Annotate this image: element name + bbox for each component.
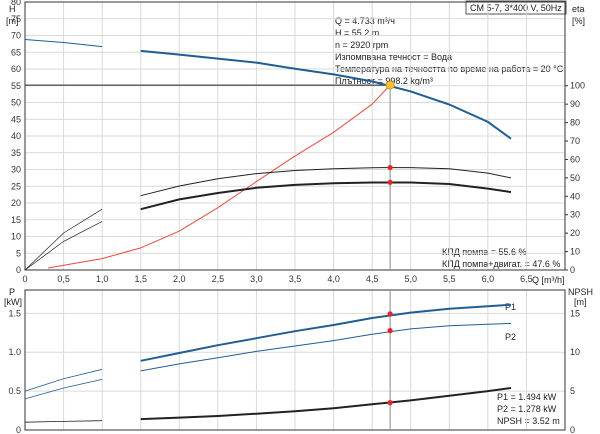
power-info: P1 = 1.494 kW P2 = 1.278 kW NPSH = 3.52 …	[497, 392, 560, 426]
info-speed: n = 2920 rpm	[335, 40, 388, 50]
efficiency-info: КПД помпа = 55.6 % КПД помпа+двигат. = 4…	[442, 247, 560, 269]
y-right-tick-label: 30	[570, 210, 580, 220]
power-tick-label: 0	[16, 425, 21, 434]
y-left-tick-label: 15	[11, 215, 21, 225]
y-left-tick-label: 45	[11, 114, 21, 124]
x-tick-label: 6,0	[482, 274, 495, 284]
eta-pump-marker	[387, 164, 393, 171]
series-p1	[140, 303, 512, 362]
series-p1-thin	[24, 368, 103, 392]
info-head: H = 55.2 m	[335, 28, 379, 38]
npsh-tick-label: 5	[570, 386, 575, 396]
y-left-tick-label: 10	[11, 232, 21, 242]
y-right-tick-label: 80	[570, 118, 580, 128]
y-axis-label-eta: eta	[572, 4, 585, 14]
top-plot-frame	[24, 1, 566, 271]
power-tick-label: 0.5	[8, 386, 21, 396]
system-curve	[48, 84, 391, 269]
x-axis-label: Q [m³/h]	[532, 275, 565, 285]
y-right-tick-label: 20	[570, 228, 580, 238]
power-tick-label: 1.5	[8, 308, 21, 318]
x-tick-label: 6,5	[520, 274, 533, 284]
eta-total-curve-thin	[24, 221, 103, 271]
y-left-tick-label: 70	[11, 31, 21, 41]
x-tick-label: 2,5	[212, 274, 225, 284]
x-tick-label: 4,0	[327, 274, 340, 284]
npsh-tick-label: 15	[570, 308, 580, 318]
info-flow: Q = 4.733 m³/ч	[335, 16, 395, 26]
y-right-tick-label: 50	[570, 173, 580, 183]
x-tick-label: 3,5	[289, 274, 302, 284]
y-left-tick-label: 60	[11, 64, 21, 74]
y-left-tick-label: 75	[11, 14, 21, 24]
p1-marker	[387, 311, 393, 317]
y-right-tick-label: 70	[570, 136, 580, 146]
eta-pump-curve	[140, 167, 512, 197]
npsh-tick-label: 0	[570, 425, 575, 434]
x-tick-label: 4,5	[366, 274, 379, 284]
chart-title: CM 5-7, 3*400 V, 50Hz	[470, 3, 562, 13]
series-npsh-thin	[24, 420, 103, 423]
y-left-tick-label: 25	[11, 181, 21, 191]
operating-point-marker	[385, 80, 395, 90]
y-right-tick-label: 60	[570, 154, 580, 164]
y-left-tick-label: 30	[11, 165, 21, 175]
y-right-tick-label: 10	[570, 247, 580, 257]
y-left-tick-label: 0	[16, 265, 21, 275]
x-tick-label: 0	[22, 274, 27, 284]
legend-p1: P1	[505, 302, 516, 312]
y-right-tick-label: 0	[570, 265, 575, 275]
y-right-tick-label: 40	[570, 191, 580, 201]
x-tick-label: 3,0	[250, 274, 263, 284]
y-axis-label-npsh: NPSH	[568, 287, 593, 297]
x-tick-label: 5,0	[404, 274, 417, 284]
info-npsh: NPSH = 3.52 m	[497, 416, 560, 426]
y-left-tick-label: 40	[11, 131, 21, 141]
series-npsh	[140, 387, 512, 421]
y-axis-label-power: P	[9, 287, 15, 297]
x-tick-label: 5,5	[443, 274, 456, 284]
pump-head-curve	[140, 49, 512, 140]
bottom-plot-frame	[24, 289, 566, 431]
p2-marker	[387, 328, 393, 334]
power-tick-label: 1.0	[8, 347, 21, 357]
series-p2-thin	[24, 379, 103, 400]
y-left-tick-label: 20	[11, 198, 21, 208]
series-p2	[140, 322, 512, 372]
y-right-tick-label: 90	[570, 99, 580, 109]
eta-pump-curve-thin	[24, 208, 103, 271]
y-left-tick-label: 55	[11, 81, 21, 91]
x-tick-label: 1,0	[96, 274, 109, 284]
x-tick-label: 2,0	[173, 274, 186, 284]
y-right-tick-label: 100	[570, 81, 585, 91]
y-left-tick-label: 80	[11, 0, 21, 7]
title-box	[465, 0, 567, 15]
y-axis-unit-eta: [%]	[572, 16, 585, 26]
y-left-tick-label: 50	[11, 98, 21, 108]
x-tick-label: 0,5	[57, 274, 70, 284]
eta-total-curve	[140, 181, 512, 211]
info-density: Плътност = 998.2 kg/m³	[335, 76, 433, 86]
legend-p2: P2	[505, 332, 516, 342]
eta-total-marker	[387, 179, 393, 185]
npsh-marker	[387, 400, 393, 406]
info-eta-total: КПД помпа+двигат. = 47.6 %	[442, 259, 560, 269]
info-eta-pump: КПД помпа = 55.6 %	[442, 247, 527, 257]
x-tick-label: 1,5	[134, 274, 147, 284]
y-left-tick-label: 5	[16, 248, 21, 258]
y-left-tick-label: 35	[11, 148, 21, 158]
pump-head-curve-thin	[24, 39, 103, 48]
y-axis-unit-head: [m]	[6, 16, 19, 26]
npsh-tick-label: 10	[570, 347, 580, 357]
y-axis-unit-npsh: [m]	[574, 297, 587, 307]
y-axis-label-head: H	[9, 4, 16, 14]
y-axis-unit-power: [kW]	[4, 297, 22, 307]
y-left-tick-label: 65	[11, 47, 21, 57]
info-liquid: Изпомпвана течност = Вода	[335, 52, 452, 62]
